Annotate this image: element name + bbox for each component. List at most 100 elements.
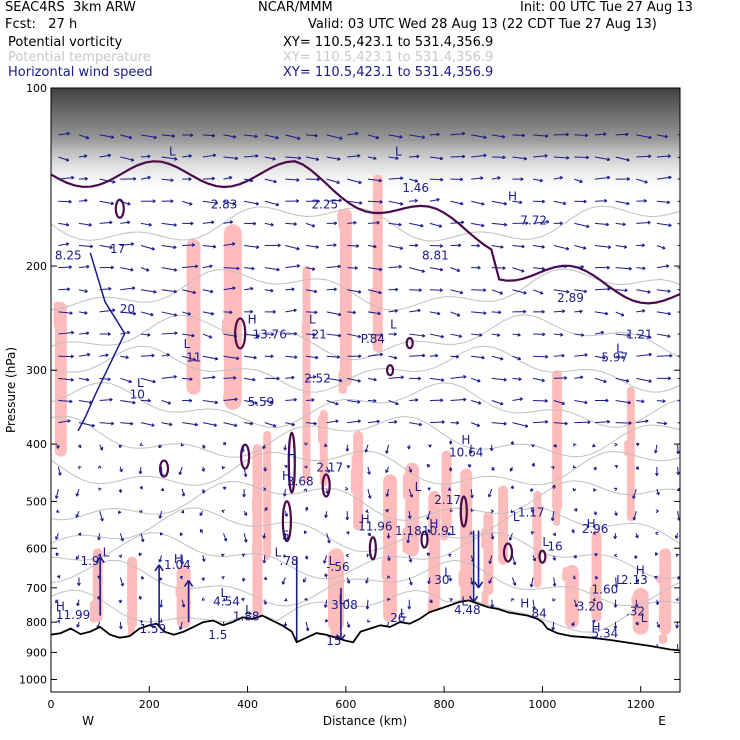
wind-vector-head — [201, 558, 206, 562]
wind-vector — [385, 466, 390, 473]
wind-vector-head — [125, 355, 129, 360]
wind-vector — [656, 311, 671, 315]
wind-vector-head — [241, 448, 245, 453]
wind-vector-head — [477, 400, 482, 405]
wind-vector-head — [325, 490, 329, 495]
wind-vector-head — [97, 465, 102, 469]
wind-vector — [120, 267, 134, 271]
wind-vector-head — [109, 245, 113, 250]
wind-vector — [182, 422, 198, 426]
wind-vector-head — [291, 287, 295, 292]
wind-vector — [574, 134, 588, 136]
wind-vector-head — [298, 156, 302, 160]
wind-vector — [594, 355, 606, 359]
wind-vector — [326, 199, 342, 202]
theta-contour — [51, 506, 680, 553]
wind-vector-head — [249, 421, 254, 426]
wind-vector — [159, 511, 163, 519]
wind-vector — [326, 178, 340, 184]
plot-frame — [50, 87, 681, 693]
wind-vector — [160, 599, 163, 608]
wind-vector-head — [147, 154, 151, 159]
wind-vector — [119, 621, 122, 629]
wind-vector — [367, 200, 383, 203]
wind-vector — [512, 398, 523, 401]
wind-vector — [326, 311, 342, 316]
wind-vector — [677, 156, 680, 159]
wind-vector — [615, 289, 628, 291]
field-value-label: 2.96 — [582, 522, 609, 536]
wind-vector-head — [180, 443, 185, 447]
wind-vector-head — [188, 177, 192, 181]
wind-vector-head — [357, 378, 361, 383]
wind-vector — [367, 156, 377, 160]
strong-vertical-vector-head — [95, 556, 105, 564]
y-tick-label: 600 — [26, 542, 47, 555]
wind-vector — [161, 353, 170, 357]
high-low-marker: L — [221, 586, 228, 600]
wind-vector-head — [503, 201, 508, 206]
wind-vector-head — [365, 606, 370, 610]
wind-vector-head — [159, 604, 164, 608]
wind-vector-head — [421, 135, 426, 139]
wind-vector-head — [690, 201, 693, 204]
pv-shade-patch — [350, 468, 358, 495]
wind-vector-head — [75, 493, 80, 497]
pv-contour-blob — [459, 495, 468, 528]
high-low-marker: H — [361, 513, 370, 527]
wind-vector-head — [346, 624, 351, 628]
wind-vector-head — [241, 553, 246, 558]
wind-vector — [120, 156, 134, 161]
wind-vector-head — [684, 158, 687, 161]
wind-vector-head — [346, 465, 351, 469]
wind-vector-head — [416, 154, 420, 159]
pv-shade-patch — [252, 444, 263, 638]
wind-vector-head — [110, 135, 115, 139]
wind-vector-head — [574, 508, 578, 512]
high-low-marker: H — [174, 552, 183, 566]
wind-vector-head — [587, 420, 591, 425]
wind-vector-head — [584, 353, 588, 357]
wind-vector-head — [512, 561, 517, 566]
wind-vector — [409, 134, 425, 139]
wind-vector-head — [523, 290, 527, 295]
wind-vector-head — [130, 242, 135, 246]
wind-vector-head — [593, 531, 597, 536]
wind-vector-head — [688, 379, 691, 382]
wind-vector-head — [166, 353, 170, 357]
wind-vector-head — [580, 333, 585, 337]
wind-vector — [305, 355, 319, 359]
wind-vector-head — [395, 156, 399, 160]
wind-vector-head — [112, 308, 116, 313]
wind-vector — [367, 178, 382, 182]
field-value-label: 16 — [547, 539, 562, 553]
wind-vector-head — [449, 598, 453, 602]
wind-vector — [78, 289, 88, 293]
wind-vector — [75, 510, 80, 518]
wind-vector-head — [563, 376, 568, 380]
wind-vector-head — [211, 220, 215, 225]
wind-vector-head — [269, 400, 274, 404]
wind-vector — [76, 488, 80, 497]
pv-shade-patch — [553, 505, 561, 515]
model-title: SEAC4RS 3km ARW — [5, 0, 136, 15]
wind-vector — [78, 155, 88, 158]
wind-vector-head — [152, 199, 156, 204]
wind-vector-head — [358, 180, 362, 185]
wind-vector-head — [552, 597, 556, 602]
wind-vector — [58, 176, 75, 180]
wind-vector-head — [140, 538, 145, 543]
wind-vector-head — [550, 517, 555, 521]
wind-vector-head — [592, 619, 596, 624]
wind-vector-head — [117, 510, 122, 514]
wind-vector — [429, 267, 443, 271]
wind-vector — [491, 177, 501, 180]
wind-vector-head — [635, 466, 640, 470]
wind-vector-head — [449, 508, 454, 512]
y-tick-label: 300 — [26, 364, 47, 377]
wind-vector — [202, 177, 215, 180]
wind-vector-head — [241, 578, 246, 582]
wind-vector-head — [628, 421, 632, 425]
wind-vector-head — [242, 494, 246, 498]
pv-contour-blob — [287, 431, 296, 494]
